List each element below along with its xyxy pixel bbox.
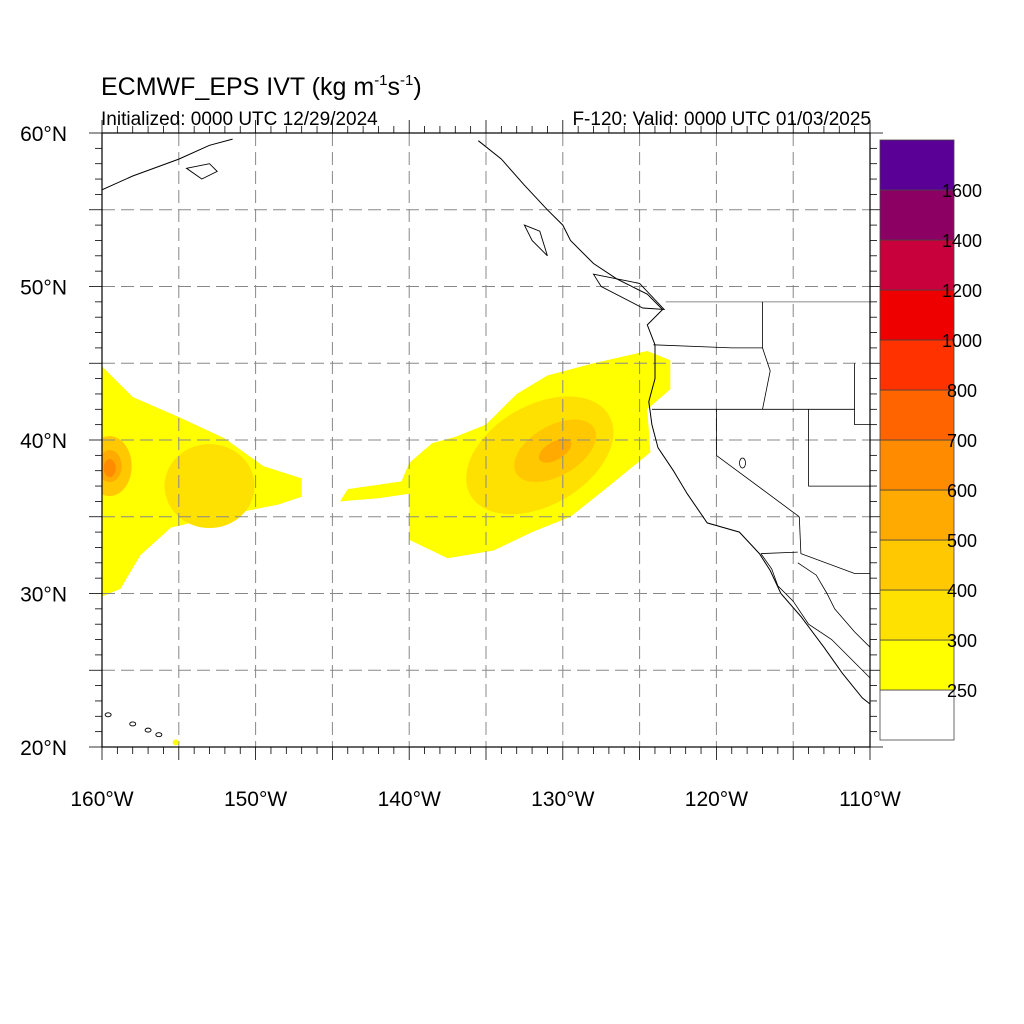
hawaii-island bbox=[155, 732, 163, 738]
colorbar-label: 500 bbox=[947, 531, 977, 551]
state-boundary bbox=[762, 347, 771, 410]
colorbar-swatch bbox=[879, 239, 955, 291]
colorbar-swatch bbox=[879, 339, 955, 391]
title-exp-1: -1 bbox=[374, 72, 388, 89]
title-exp-2: -1 bbox=[400, 72, 414, 89]
valid-time: F-120: Valid: 0000 UTC 01/03/2025 bbox=[572, 109, 871, 130]
colorbar-label: 800 bbox=[947, 381, 977, 401]
x-tick-label: 150°W bbox=[224, 788, 287, 811]
colorbar-swatch bbox=[879, 489, 955, 541]
land-outlines bbox=[102, 138, 870, 754]
haida-gwaii bbox=[523, 224, 548, 257]
colorbar-swatch bbox=[879, 139, 955, 191]
colorbar-label: 1400 bbox=[942, 231, 982, 251]
y-tick-label: 50°N bbox=[20, 277, 67, 300]
x-tick-label: 160°W bbox=[70, 788, 133, 811]
colorbar-label: 1600 bbox=[942, 181, 982, 201]
kodiak-island bbox=[185, 163, 218, 180]
axis-ticks bbox=[89, 120, 883, 760]
west-coast-coastline bbox=[477, 140, 870, 705]
western-plume-300-band bbox=[164, 444, 255, 529]
lat-lon-grid bbox=[102, 133, 870, 747]
x-tick-label: 110°W bbox=[839, 788, 901, 811]
colorbar-label: 1000 bbox=[942, 331, 982, 351]
colorbar-swatch bbox=[879, 689, 955, 741]
gulf-of-california-coast bbox=[760, 553, 870, 679]
hawaii-ivt-patch bbox=[172, 739, 179, 746]
western-plume-600-band bbox=[103, 459, 116, 478]
x-axis-labels: 160°W 150°W 140°W 130°W 120°W 110°W bbox=[70, 788, 901, 811]
x-tick-label: 120°W bbox=[685, 788, 748, 811]
state-boundary bbox=[716, 409, 800, 518]
lake-outline bbox=[739, 457, 746, 469]
hawaii-island bbox=[104, 712, 112, 718]
y-tick-label: 40°N bbox=[20, 430, 67, 453]
title-text: ECMWF_EPS IVT (kg m bbox=[101, 73, 375, 101]
colorbar-label: 700 bbox=[947, 431, 977, 451]
colorbar-swatch bbox=[879, 439, 955, 491]
hawaii-island bbox=[129, 721, 137, 727]
y-tick-label: 30°N bbox=[20, 584, 67, 607]
title-unit-s: s bbox=[387, 73, 401, 101]
sonora-coast bbox=[797, 562, 870, 648]
state-boundary bbox=[798, 516, 870, 574]
x-tick-label: 140°W bbox=[378, 788, 441, 811]
hawaii-island bbox=[167, 750, 175, 754]
hawaii-island bbox=[144, 727, 152, 733]
y-tick-label: 60°N bbox=[20, 123, 67, 146]
state-boundary bbox=[653, 301, 763, 349]
colorbar-swatch bbox=[879, 389, 955, 441]
colorbar: 250 300 400 500 600 700 800 1000 1200 1400 1600 bbox=[879, 139, 982, 741]
state-boundary bbox=[808, 409, 870, 487]
colorbar-label: 1200 bbox=[942, 281, 982, 301]
colorbar-label: 300 bbox=[947, 631, 977, 651]
y-axis-labels: 60°N 50°N 40°N 30°N 20°N bbox=[20, 123, 67, 760]
vancouver-island bbox=[592, 273, 666, 311]
colorbar-swatch bbox=[879, 289, 955, 341]
colorbar-swatch bbox=[879, 639, 955, 691]
initialized-time: Initialized: 0000 UTC 12/29/2024 bbox=[101, 109, 378, 130]
alaska-peninsula-coast bbox=[102, 138, 233, 191]
title-close: ) bbox=[413, 73, 422, 101]
map-title: ECMWF_EPS IVT (kg m-1s-1) bbox=[101, 72, 422, 102]
colorbar-label: 250 bbox=[947, 681, 977, 701]
state-boundary bbox=[760, 551, 798, 554]
colorbar-swatch bbox=[879, 539, 955, 591]
colorbar-swatch bbox=[879, 589, 955, 641]
colorbar-label: 400 bbox=[947, 581, 977, 601]
x-tick-label: 130°W bbox=[531, 788, 594, 811]
y-tick-label: 20°N bbox=[20, 737, 67, 760]
ivt-shading bbox=[102, 351, 671, 597]
colorbar-label: 600 bbox=[947, 481, 977, 501]
state-boundary bbox=[854, 363, 870, 426]
